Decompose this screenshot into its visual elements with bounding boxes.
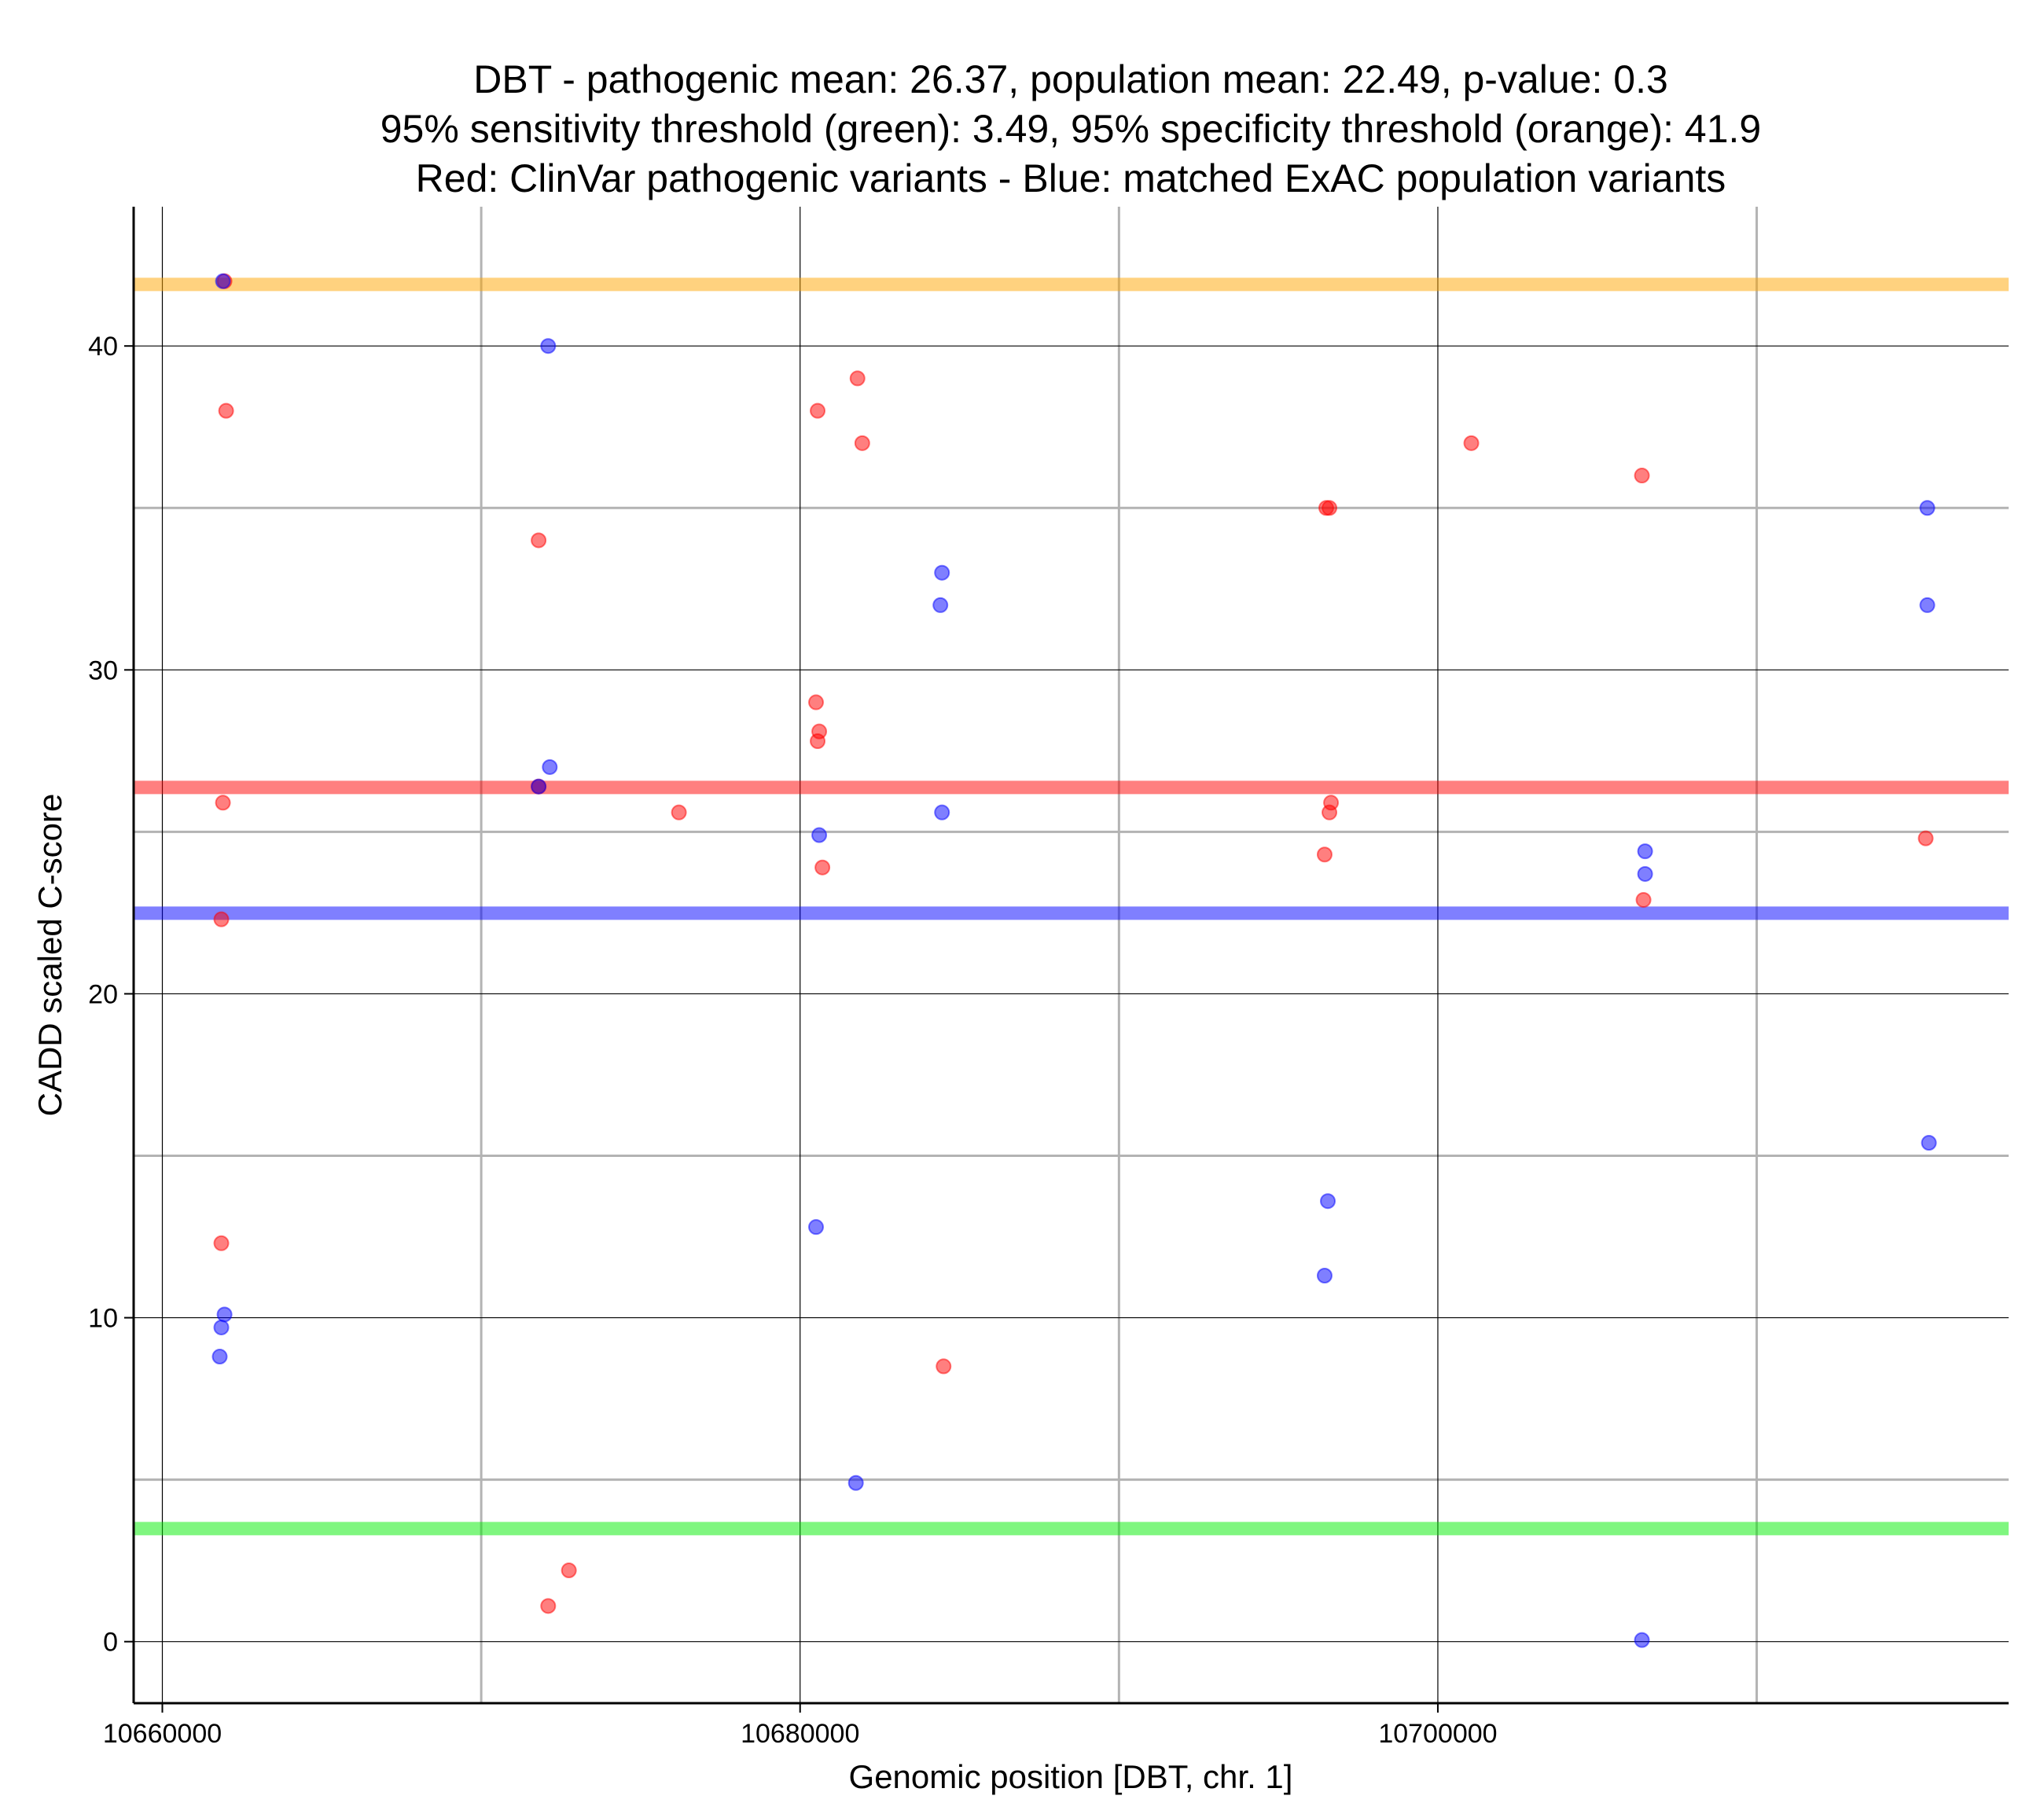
- population-point: [932, 597, 949, 613]
- population-point: [934, 804, 950, 821]
- population-point: [811, 827, 828, 843]
- pathogenic-point: [1463, 435, 1480, 451]
- population-point: [213, 1319, 230, 1335]
- pathogenic-point: [810, 733, 826, 749]
- pathogenic-point: [671, 804, 687, 821]
- gridlines: [134, 207, 2009, 1703]
- y-tick-label: 10: [88, 1304, 118, 1334]
- x-tick-label: 10680000: [741, 1719, 859, 1749]
- y-tick-label: 30: [88, 655, 118, 685]
- pathogenic-point: [218, 402, 234, 419]
- x-tick-label: 10660000: [103, 1719, 222, 1749]
- pathogenic-series: [213, 273, 1934, 1614]
- title-line-1: DBT - pathogenic mean: 26.37, population…: [473, 57, 1668, 101]
- y-tick-label: 20: [88, 979, 118, 1009]
- pathogenic-point: [540, 1598, 557, 1614]
- pathogenic-point: [936, 1358, 952, 1375]
- population-point: [1634, 1632, 1650, 1648]
- population-point: [542, 758, 558, 775]
- reference-lines: [134, 277, 2009, 1536]
- population-point: [1637, 843, 1653, 860]
- pathogenic-point: [561, 1562, 577, 1579]
- population-point: [540, 338, 557, 354]
- axes: [132, 207, 2009, 1705]
- pathogenic-point: [808, 694, 825, 711]
- population-point: [211, 1349, 228, 1365]
- x-axis-label: Genomic position [DBT, chr. 1]: [849, 1758, 1293, 1795]
- pathogenic-point: [213, 911, 230, 927]
- population-point: [847, 1474, 864, 1491]
- population-point: [1637, 865, 1653, 882]
- population-point: [216, 1306, 233, 1323]
- pathogenic-point: [814, 859, 831, 876]
- pathogenic-point: [1322, 804, 1338, 821]
- title-line-3: Red: ClinVar pathogenic variants - Blue:…: [416, 156, 1726, 200]
- x-ticks: 10660000 10680000 10700000: [103, 1703, 1498, 1749]
- population-point: [808, 1219, 825, 1236]
- population-point: [1316, 1268, 1333, 1283]
- pathogenic-point: [1322, 500, 1338, 516]
- pathogenic-point: [810, 402, 826, 419]
- pathogenic-point: [1635, 891, 1652, 908]
- population-point: [1921, 1135, 1937, 1151]
- y-tick-label: 40: [88, 332, 118, 362]
- data-points: [211, 273, 1937, 1648]
- population-point: [531, 778, 547, 795]
- pathogenic-point: [1634, 468, 1650, 484]
- pathogenic-point: [849, 370, 866, 387]
- population-point: [215, 273, 231, 289]
- population-point: [1320, 1193, 1336, 1210]
- population-point: [1919, 500, 1936, 516]
- chart-title: DBT - pathogenic mean: 26.37, population…: [380, 57, 1761, 200]
- y-ticks: 0 10 20 30 40: [88, 332, 134, 1658]
- population-point: [1919, 597, 1936, 613]
- population-series: [211, 273, 1937, 1648]
- y-axis-label: CADD scaled C-score: [31, 794, 68, 1117]
- pathogenic-point: [531, 532, 547, 549]
- title-line-2: 95% sensitivity threshold (green): 3.49,…: [380, 107, 1761, 151]
- y-tick-label: 0: [103, 1628, 118, 1658]
- pathogenic-point: [1316, 846, 1333, 863]
- x-tick-label: 10700000: [1378, 1719, 1497, 1749]
- pathogenic-point: [1917, 830, 1934, 846]
- pathogenic-point: [213, 1235, 230, 1251]
- pathogenic-point: [854, 435, 870, 451]
- pathogenic-point: [215, 795, 231, 811]
- population-point: [934, 564, 950, 581]
